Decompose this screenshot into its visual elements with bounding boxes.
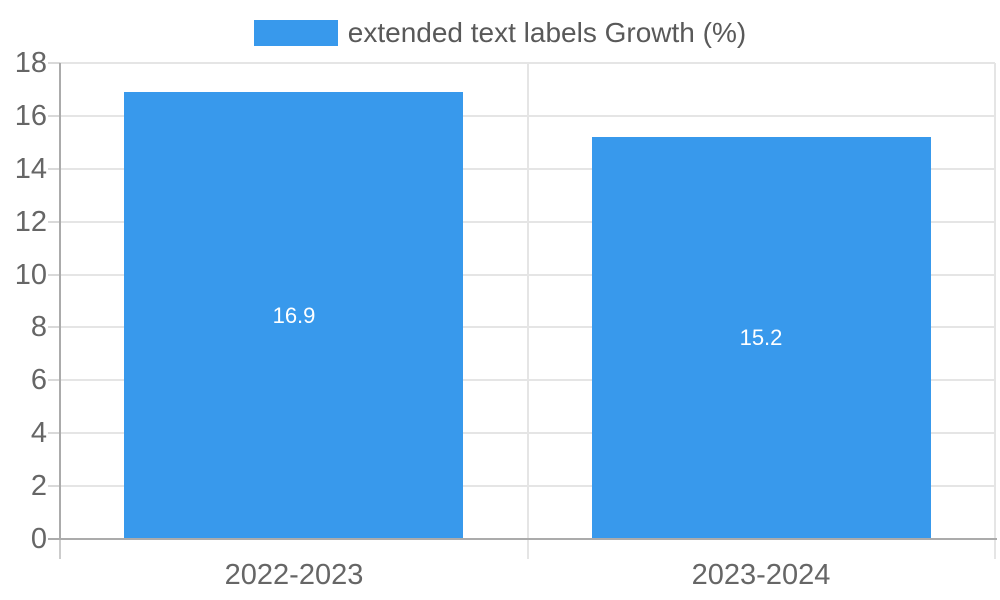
y-tick-mark <box>48 168 60 170</box>
y-tick-label: 6 <box>30 364 47 396</box>
y-tick-label: 16 <box>14 100 47 132</box>
y-tick-mark <box>48 432 60 434</box>
y-tick-label: 10 <box>14 259 47 291</box>
x-tick-label: 2023-2024 <box>691 559 831 591</box>
y-tick-mark <box>48 115 60 117</box>
y-tick-mark <box>48 379 60 381</box>
chart-legend: extended text labels Growth (%) <box>0 17 1000 49</box>
legend-swatch <box>253 20 338 46</box>
bar <box>592 137 931 538</box>
y-tick-label: 0 <box>30 523 47 555</box>
bar-value-label: 16.9 <box>272 303 316 328</box>
y-tick-mark <box>48 221 60 223</box>
y-tick-label: 2 <box>30 470 47 502</box>
y-tick-mark <box>48 62 60 64</box>
legend-label: extended text labels Growth (%) <box>347 17 747 48</box>
x-axis-line <box>48 538 997 540</box>
bar <box>124 92 463 538</box>
y-tick-label: 18 <box>14 47 47 79</box>
y-tick-label: 12 <box>14 206 47 238</box>
gridline <box>527 63 529 559</box>
y-tick-label: 4 <box>30 417 47 449</box>
y-tick-mark <box>48 485 60 487</box>
x-tick-label: 2022-2023 <box>224 559 364 591</box>
y-tick-mark <box>48 326 60 328</box>
gridline <box>994 63 996 559</box>
y-tick-mark <box>48 274 60 276</box>
y-tick-label: 8 <box>30 311 47 343</box>
x-tick-mark <box>59 539 61 559</box>
y-tick-label: 14 <box>14 153 47 185</box>
bar-value-label: 15.2 <box>739 325 783 350</box>
y-axis-line <box>59 63 61 539</box>
